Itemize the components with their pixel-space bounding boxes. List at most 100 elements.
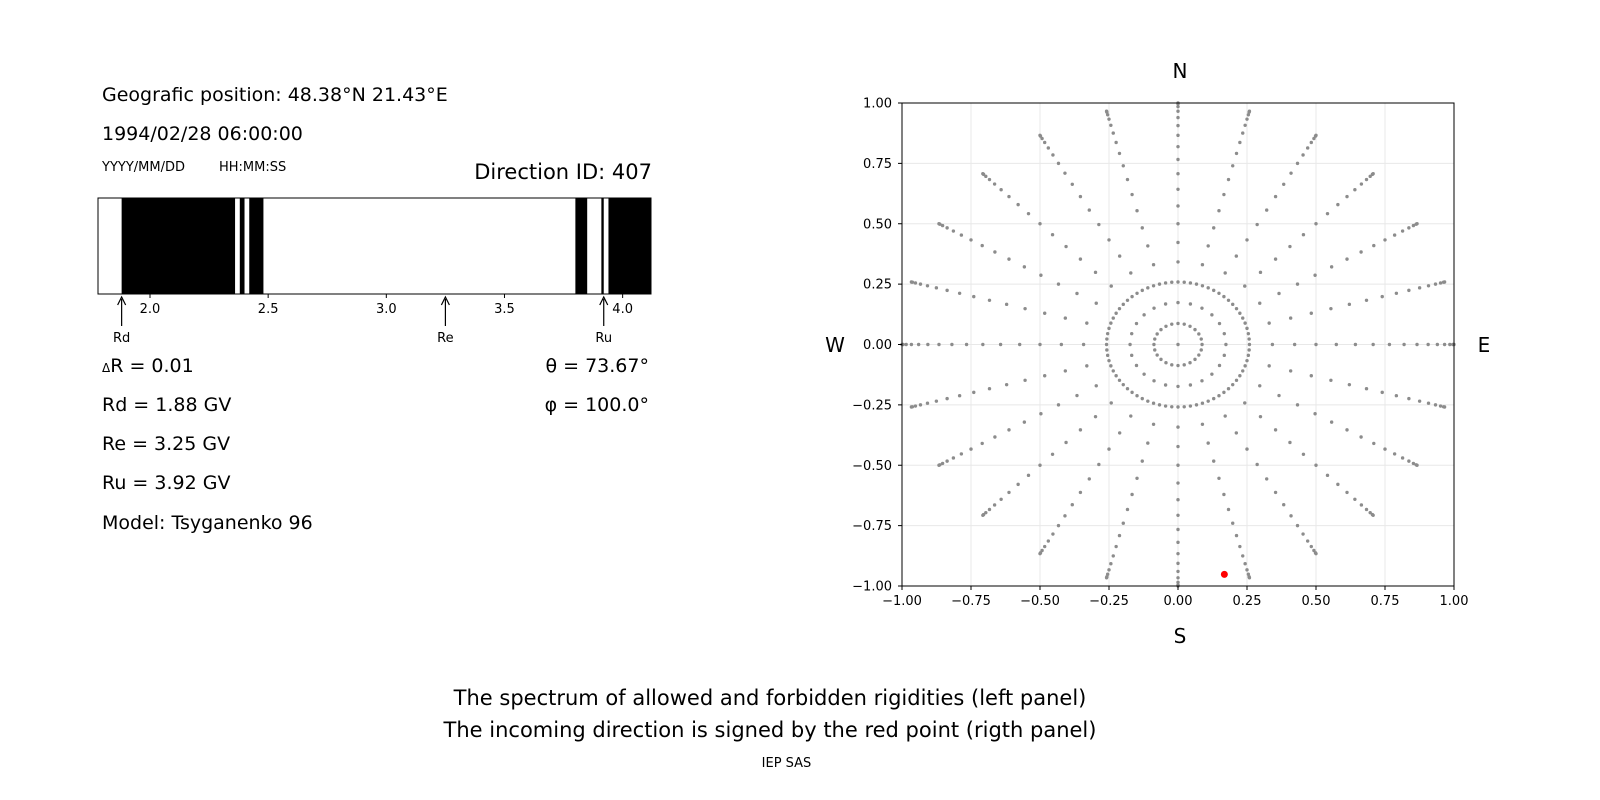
direction-point	[934, 286, 939, 290]
direction-point	[1159, 357, 1163, 362]
direction-point	[1087, 477, 1091, 481]
delta-r-value: ΔR = 0.01	[102, 355, 194, 377]
direction-point	[1295, 282, 1300, 286]
direction-point	[1016, 482, 1020, 487]
direction-point	[1170, 363, 1174, 367]
direction-point	[1146, 441, 1150, 445]
y-tick-label: −0.50	[852, 459, 892, 474]
direction-point	[1231, 302, 1235, 307]
direction-point	[1288, 440, 1292, 445]
direction-point	[1182, 280, 1186, 284]
direction-point	[1170, 405, 1174, 409]
direction-point	[1109, 401, 1113, 405]
compass-east: E	[1478, 333, 1491, 357]
direction-point	[1056, 403, 1061, 407]
direction-point	[1387, 342, 1392, 347]
direction-point	[1130, 331, 1134, 336]
direction-point	[1273, 194, 1278, 199]
direction-point	[1022, 420, 1027, 424]
direction-point	[1448, 342, 1452, 347]
direction-point	[1353, 497, 1357, 501]
direction-point	[1371, 342, 1375, 347]
direction-point	[1442, 280, 1447, 284]
direction-point	[1111, 131, 1115, 135]
direction-point	[1140, 226, 1144, 230]
direction-point	[959, 233, 964, 237]
direction-point	[1075, 291, 1079, 296]
direction-point	[913, 404, 918, 408]
direction-point	[1064, 440, 1068, 445]
direction-point	[1295, 161, 1300, 166]
direction-point	[1314, 551, 1318, 556]
direction-point	[1125, 386, 1130, 391]
direction-point	[904, 342, 908, 347]
direction-point	[1050, 452, 1055, 456]
direction-point	[1151, 401, 1156, 405]
y-tick-label: −1.00	[852, 580, 892, 595]
direction-point	[1234, 306, 1239, 311]
direction-point	[1223, 414, 1227, 418]
direction-point	[1125, 507, 1130, 512]
direction-point	[1222, 192, 1226, 197]
direction-point	[984, 174, 988, 179]
direction-point	[1078, 194, 1083, 199]
direction-point	[1193, 327, 1197, 332]
direction-point	[940, 461, 945, 466]
direction-point	[1121, 521, 1125, 525]
direction-point	[1200, 284, 1205, 288]
direction-point	[1039, 273, 1043, 277]
direction-point	[937, 463, 941, 467]
direction-point	[1231, 164, 1235, 168]
direction-point	[1222, 390, 1226, 395]
direction-point	[1051, 153, 1055, 157]
direction-point	[1238, 140, 1242, 145]
direction-point	[1368, 174, 1372, 179]
direction-point	[1289, 514, 1293, 518]
direction-point	[1135, 476, 1139, 480]
direction-point	[1245, 238, 1249, 242]
direction-point	[1417, 286, 1422, 290]
direction-point	[1056, 282, 1061, 286]
direction-point	[1151, 263, 1156, 267]
forbidden-band	[608, 198, 651, 294]
direction-point	[1200, 401, 1205, 405]
date-format-label: YYYY/MM/DD	[102, 160, 185, 175]
direction-point	[1176, 144, 1180, 149]
direction-point	[1392, 233, 1397, 237]
direction-point	[1282, 182, 1286, 186]
direction-point	[1176, 104, 1180, 109]
direction-point	[1176, 187, 1180, 191]
direction-point	[1093, 270, 1098, 275]
marker-label-ru: Ru	[595, 331, 612, 346]
direction-point	[1121, 164, 1125, 168]
direction-point	[1234, 254, 1239, 258]
direction-point	[1146, 286, 1150, 290]
direction-point	[1258, 301, 1262, 305]
direction-point	[1081, 342, 1086, 347]
direction-point	[1182, 322, 1186, 326]
direction-point	[1243, 364, 1247, 368]
direction-point	[1153, 337, 1157, 341]
direction-point	[1243, 123, 1247, 127]
direction-point	[1043, 544, 1047, 549]
direction-point	[1140, 459, 1144, 463]
direction-point	[1176, 222, 1180, 226]
direction-point	[1176, 300, 1180, 305]
direction-point	[1200, 422, 1205, 426]
direction-point	[1194, 403, 1199, 407]
direction-point	[926, 342, 930, 347]
direction-point	[1241, 131, 1245, 135]
direction-point	[1241, 369, 1245, 373]
direction-point	[1314, 222, 1318, 226]
direction-point	[1107, 568, 1111, 572]
y-tick-label: 1.00	[863, 97, 892, 112]
direction-point	[1176, 498, 1180, 502]
compass-south: S	[1174, 624, 1187, 648]
direction-point	[1078, 428, 1083, 432]
direction-point	[1164, 324, 1168, 328]
direction-point	[1050, 233, 1055, 237]
direction-point	[1305, 146, 1310, 150]
direction-point	[1107, 326, 1111, 331]
direction-point	[1121, 382, 1125, 387]
direction-point	[1277, 393, 1281, 398]
